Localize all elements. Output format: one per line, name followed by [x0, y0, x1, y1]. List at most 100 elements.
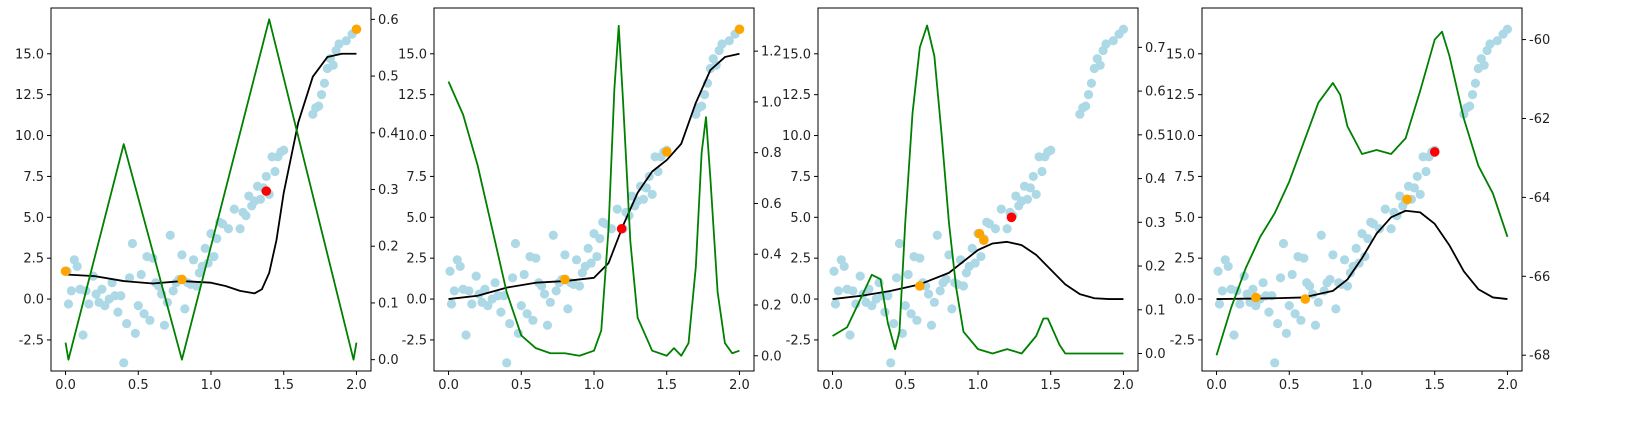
training-point — [1287, 269, 1297, 280]
plot-area — [1213, 24, 1513, 368]
y2-tick-label: 0.7 — [1145, 41, 1166, 56]
training-point — [127, 238, 138, 249]
training-point — [699, 90, 710, 100]
y2-tick-label: 0.1 — [378, 296, 399, 311]
observed-point — [915, 281, 925, 291]
training-point — [1470, 78, 1481, 88]
training-point — [833, 286, 843, 296]
observed-point — [979, 235, 989, 245]
training-point — [519, 269, 529, 280]
training-point — [507, 273, 518, 283]
plot-area — [445, 24, 745, 368]
training-point — [1502, 24, 1513, 34]
y-tick-label: 15.0 — [1166, 47, 1195, 62]
y-tick-label: 2.5 — [406, 252, 427, 267]
training-point — [583, 243, 593, 253]
training-point — [522, 309, 532, 319]
training-point — [926, 320, 937, 330]
training-point — [1305, 281, 1315, 291]
x-tick-label: 2.0 — [1113, 378, 1134, 393]
y2-tick-label: 0.2 — [378, 240, 399, 255]
training-point — [464, 286, 474, 296]
plot-area — [60, 18, 362, 368]
y2-tick-label: -60 — [1529, 33, 1550, 48]
training-point — [334, 39, 344, 49]
training-point — [612, 204, 622, 214]
mean-curve — [448, 52, 740, 300]
training-point — [595, 233, 605, 244]
training-point — [1299, 253, 1309, 263]
y2-tick-label: 0.5 — [1145, 128, 1166, 143]
training-point — [1284, 300, 1294, 311]
axes-frame — [433, 7, 755, 372]
y2-tick-label: 0.3 — [378, 183, 399, 198]
training-point — [502, 358, 512, 368]
y-tick-label: 10.0 — [15, 129, 44, 144]
y-tick-label: 5.0 — [406, 211, 427, 226]
training-point — [1310, 320, 1321, 330]
training-point — [159, 320, 170, 330]
training-point — [970, 258, 980, 268]
training-point — [724, 36, 734, 46]
y-tick-label: -2.5 — [786, 333, 811, 348]
y-tick-label: 12.5 — [782, 88, 811, 103]
y-tick-label: -2.5 — [19, 333, 44, 348]
training-point — [894, 238, 905, 249]
training-point — [235, 224, 245, 234]
training-point — [932, 230, 942, 240]
training-point — [72, 261, 82, 271]
training-point — [490, 278, 500, 288]
y-tick-label: 12.5 — [398, 88, 427, 103]
x-tick-label: 2.0 — [729, 378, 750, 393]
x-tick-label: 0.5 — [1279, 378, 1300, 393]
training-point — [1415, 189, 1425, 200]
training-point — [915, 253, 925, 263]
training-point — [1313, 297, 1323, 307]
observed-point — [60, 266, 71, 277]
y2-tick-label: 0.5 — [378, 70, 399, 85]
training-point — [1251, 300, 1261, 311]
training-point — [528, 315, 538, 325]
x-tick-label: 1.5 — [1040, 378, 1061, 393]
training-point — [548, 230, 558, 240]
observed-point — [1251, 292, 1261, 303]
training-point — [139, 309, 149, 319]
observed-point — [734, 24, 745, 35]
training-point — [1328, 250, 1338, 260]
acquisition-curve — [1215, 30, 1509, 356]
training-point — [990, 224, 1001, 234]
y2-tick-label: 0.1 — [1145, 303, 1166, 318]
training-point — [976, 251, 986, 262]
training-point — [116, 291, 126, 301]
training-point — [1229, 330, 1239, 340]
y2-tick-label: 0.6 — [761, 197, 782, 212]
training-point — [912, 315, 922, 325]
training-point — [1235, 299, 1245, 309]
mean-curve — [65, 52, 357, 295]
y-tick-label: 5.0 — [1174, 211, 1195, 226]
training-point — [638, 194, 649, 204]
x-tick-label: 0.0 — [55, 378, 76, 393]
training-point — [848, 286, 858, 296]
training-point — [891, 273, 902, 283]
training-point — [133, 300, 143, 311]
training-point — [542, 320, 553, 330]
y-tick-label: 7.5 — [406, 170, 427, 185]
next-point — [1006, 212, 1017, 223]
next-point — [1429, 147, 1440, 157]
training-point — [319, 78, 330, 88]
training-point — [900, 300, 910, 311]
y2-tick-label: -66 — [1529, 270, 1550, 285]
x-tick-label: 1.5 — [656, 378, 677, 393]
training-point — [445, 266, 455, 276]
training-point — [839, 261, 849, 271]
training-point — [1485, 39, 1495, 49]
training-point — [1467, 90, 1478, 100]
training-point — [165, 230, 175, 240]
y-tick-label: 0.0 — [1174, 293, 1195, 308]
training-point — [1331, 304, 1341, 314]
training-point — [923, 289, 934, 299]
training-point — [1290, 309, 1300, 319]
observed-point — [661, 147, 672, 157]
